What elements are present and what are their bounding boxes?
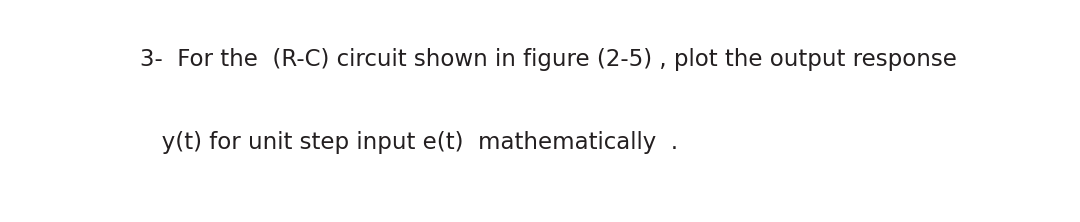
Text: 3-  For the  (R-C) circuit shown in figure (2-5) , plot the output response: 3- For the (R-C) circuit shown in figure…: [140, 48, 957, 71]
Text: y(t) for unit step input e(t)  mathematically  .: y(t) for unit step input e(t) mathematic…: [140, 131, 678, 154]
